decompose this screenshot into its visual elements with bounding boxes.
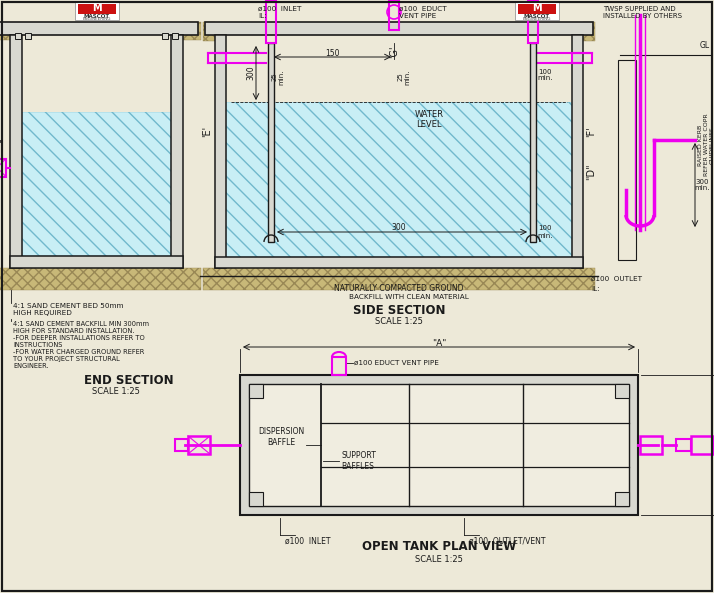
- Bar: [572, 53, 592, 63]
- Bar: [389, 0, 399, 30]
- Text: SIDE SECTION: SIDE SECTION: [353, 304, 446, 317]
- Bar: [515, 2, 559, 20]
- Text: ø100  INLET: ø100 INLET: [285, 537, 331, 546]
- Text: 25
min.: 25 min.: [271, 69, 284, 85]
- Text: 25
min.: 25 min.: [398, 69, 411, 85]
- Bar: [618, 60, 636, 260]
- Text: SCALE 1:25: SCALE 1:25: [91, 387, 139, 397]
- Text: OPEN TANK PLAN VIEW: OPEN TANK PLAN VIEW: [362, 540, 516, 553]
- Bar: [175, 439, 188, 451]
- Text: 'C': 'C': [0, 141, 2, 151]
- Text: MASCOT: MASCOT: [524, 14, 550, 18]
- Text: 'E': 'E': [202, 126, 212, 137]
- Text: SCALE 1:25: SCALE 1:25: [415, 554, 463, 563]
- Bar: [203, 268, 595, 290]
- Text: SCALE 1:25: SCALE 1:25: [375, 317, 423, 327]
- Text: NATURALLY COMPACTED GROUND: NATURALLY COMPACTED GROUND: [334, 284, 464, 293]
- Text: "D": "D": [586, 163, 596, 180]
- Text: 4:1 SAND CEMENT BED 50mm
HIGH REQUIRED: 4:1 SAND CEMENT BED 50mm HIGH REQUIRED: [13, 303, 124, 316]
- Bar: [188, 436, 210, 454]
- Bar: [266, 0, 276, 43]
- Bar: [10, 256, 183, 268]
- Bar: [226, 35, 572, 101]
- Bar: [215, 35, 226, 268]
- Text: 'F': 'F': [586, 126, 596, 137]
- Text: 150: 150: [326, 49, 340, 58]
- Bar: [205, 22, 593, 35]
- Bar: [0, 268, 201, 290]
- Bar: [249, 384, 629, 506]
- Bar: [0, 158, 6, 177]
- Bar: [0, 22, 10, 40]
- Text: WATER
LEVEL: WATER LEVEL: [415, 110, 443, 129]
- Text: 'G': 'G': [389, 46, 399, 58]
- Text: 4:1 SAND CEMENT BACKFILL MIN 300mm
HIGH FOR STANDARD INSTALLATION.
-FOR DEEPER I: 4:1 SAND CEMENT BACKFILL MIN 300mm HIGH …: [13, 321, 149, 369]
- Bar: [22, 35, 171, 112]
- Bar: [676, 439, 691, 451]
- Bar: [249, 384, 263, 398]
- Bar: [691, 436, 713, 454]
- Bar: [78, 4, 116, 14]
- Text: ENGINEERING: ENGINEERING: [82, 17, 111, 21]
- Text: TWSP SUPPLIED AND
INSTALLED BY OTHERS: TWSP SUPPLIED AND INSTALLED BY OTHERS: [603, 6, 682, 19]
- Text: 100
min.: 100 min.: [537, 69, 553, 81]
- Text: BACKFILL WITH CLEAN MATERIAL: BACKFILL WITH CLEAN MATERIAL: [349, 294, 469, 300]
- Text: RAISED KERB
REFER WATER COPR
GUIDELINES: RAISED KERB REFER WATER COPR GUIDELINES: [698, 114, 714, 176]
- Bar: [203, 22, 215, 41]
- Bar: [215, 257, 583, 268]
- Bar: [171, 35, 183, 268]
- Text: MASCOT: MASCOT: [84, 14, 109, 18]
- Bar: [183, 22, 201, 40]
- Bar: [528, 0, 538, 43]
- Bar: [583, 22, 595, 41]
- Text: ø100  OUTLET: ø100 OUTLET: [591, 276, 642, 282]
- Text: ø100 EDUCT VENT PIPE: ø100 EDUCT VENT PIPE: [354, 360, 439, 366]
- Bar: [15, 33, 21, 39]
- Bar: [615, 384, 629, 398]
- Text: ø100  OUTLET/VENT: ø100 OUTLET/VENT: [469, 537, 545, 546]
- Text: M: M: [91, 3, 101, 13]
- Text: 300: 300: [246, 66, 256, 80]
- Bar: [25, 33, 31, 39]
- Text: IL:: IL:: [591, 286, 600, 292]
- Bar: [332, 357, 346, 375]
- Text: END SECTION: END SECTION: [84, 374, 174, 387]
- Text: GL: GL: [700, 41, 710, 50]
- Text: M: M: [532, 3, 542, 13]
- Bar: [162, 33, 168, 39]
- Text: 100
min.: 100 min.: [537, 225, 553, 238]
- Text: DISPERSION
BAFFLE: DISPERSION BAFFLE: [258, 428, 304, 447]
- Bar: [530, 43, 536, 242]
- Text: ø100  EDUCT
VENT PIPE: ø100 EDUCT VENT PIPE: [399, 6, 447, 19]
- Bar: [226, 101, 572, 257]
- Bar: [74, 2, 119, 20]
- Bar: [172, 33, 178, 39]
- Bar: [572, 35, 583, 268]
- Bar: [518, 4, 556, 14]
- Bar: [268, 43, 274, 242]
- Bar: [208, 53, 226, 63]
- Bar: [22, 112, 171, 256]
- Text: "A": "A": [432, 339, 446, 347]
- Bar: [240, 375, 638, 515]
- Bar: [249, 492, 263, 506]
- Bar: [640, 436, 662, 454]
- Text: ø100  INLET
IL:: ø100 INLET IL:: [258, 6, 301, 19]
- Bar: [10, 35, 22, 268]
- Bar: [0, 22, 198, 35]
- Text: ENGINEERING: ENGINEERING: [523, 17, 551, 21]
- Bar: [615, 492, 629, 506]
- Text: 300: 300: [392, 224, 406, 232]
- Text: SUPPORT
BAFFLES: SUPPORT BAFFLES: [341, 451, 376, 471]
- Text: 300
min.: 300 min.: [694, 178, 710, 192]
